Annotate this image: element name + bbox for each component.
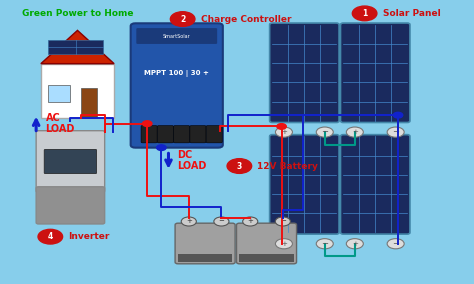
Text: +: +: [247, 218, 253, 224]
FancyBboxPatch shape: [270, 23, 339, 122]
Text: +: +: [352, 129, 358, 135]
FancyBboxPatch shape: [239, 254, 294, 262]
Circle shape: [275, 127, 292, 137]
FancyBboxPatch shape: [36, 187, 105, 224]
Polygon shape: [41, 30, 114, 64]
FancyBboxPatch shape: [36, 131, 105, 192]
Text: 2: 2: [180, 14, 185, 24]
Circle shape: [346, 239, 364, 249]
Text: −: −: [392, 128, 399, 137]
FancyBboxPatch shape: [137, 28, 217, 44]
FancyBboxPatch shape: [41, 64, 114, 118]
Circle shape: [170, 12, 195, 26]
FancyBboxPatch shape: [141, 126, 157, 143]
Text: Inverter: Inverter: [68, 232, 109, 241]
Circle shape: [275, 217, 291, 226]
Text: −: −: [219, 218, 224, 224]
Text: −: −: [321, 239, 328, 248]
Text: Charge Controller: Charge Controller: [201, 14, 291, 24]
Text: Solar Panel: Solar Panel: [383, 9, 440, 18]
Text: +: +: [281, 241, 287, 247]
FancyBboxPatch shape: [340, 135, 410, 234]
FancyBboxPatch shape: [44, 149, 97, 174]
FancyBboxPatch shape: [175, 223, 235, 264]
Text: Green Power to Home: Green Power to Home: [22, 9, 133, 18]
Text: SmartSolar: SmartSolar: [163, 34, 191, 39]
Text: 12V Battery: 12V Battery: [257, 162, 318, 170]
Circle shape: [393, 112, 403, 118]
FancyBboxPatch shape: [157, 126, 173, 143]
Circle shape: [352, 6, 377, 21]
Circle shape: [38, 229, 63, 244]
Circle shape: [346, 127, 364, 137]
FancyBboxPatch shape: [190, 126, 206, 143]
Circle shape: [316, 127, 333, 137]
FancyBboxPatch shape: [131, 23, 223, 148]
FancyBboxPatch shape: [178, 254, 232, 262]
Text: +: +: [186, 218, 191, 224]
Circle shape: [387, 127, 404, 137]
Text: −: −: [321, 128, 328, 137]
Circle shape: [156, 145, 166, 151]
Circle shape: [227, 159, 252, 173]
FancyBboxPatch shape: [270, 135, 339, 234]
Text: −: −: [392, 239, 399, 248]
FancyBboxPatch shape: [81, 88, 97, 118]
Circle shape: [277, 124, 286, 129]
FancyBboxPatch shape: [48, 85, 70, 102]
FancyBboxPatch shape: [48, 40, 103, 54]
Text: 1: 1: [362, 9, 367, 18]
Text: −: −: [280, 218, 286, 224]
Circle shape: [243, 217, 258, 226]
Text: MPPT 100 | 30 +: MPPT 100 | 30 +: [144, 70, 209, 77]
Text: +: +: [352, 241, 358, 247]
Text: DC
LOAD: DC LOAD: [177, 150, 206, 171]
FancyBboxPatch shape: [173, 126, 190, 143]
FancyBboxPatch shape: [340, 23, 410, 122]
Text: 4: 4: [48, 232, 53, 241]
Circle shape: [316, 239, 333, 249]
Text: +: +: [281, 129, 287, 135]
Text: AC
LOAD: AC LOAD: [46, 113, 75, 134]
Circle shape: [214, 217, 229, 226]
FancyBboxPatch shape: [237, 223, 297, 264]
FancyBboxPatch shape: [206, 126, 222, 143]
Circle shape: [275, 239, 292, 249]
Circle shape: [387, 239, 404, 249]
Circle shape: [143, 121, 152, 126]
Circle shape: [181, 217, 196, 226]
Text: 3: 3: [237, 162, 242, 170]
